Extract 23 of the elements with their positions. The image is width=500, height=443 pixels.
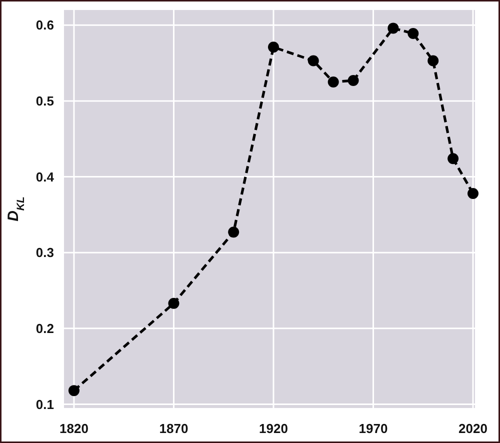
y-tick-label: 0.1 xyxy=(36,396,54,412)
x-tick-label: 1970 xyxy=(358,421,388,436)
point xyxy=(308,55,319,66)
point xyxy=(268,42,279,53)
point xyxy=(228,226,240,238)
point xyxy=(428,55,439,66)
y-tick-label: 0.3 xyxy=(36,245,54,260)
y-tick-label: 0.4 xyxy=(36,169,55,184)
y-tick-label: 0.6 xyxy=(36,18,54,33)
point xyxy=(168,298,180,309)
point xyxy=(388,22,399,34)
point xyxy=(448,153,459,164)
point xyxy=(348,75,359,86)
point xyxy=(328,76,339,88)
x-tick-label: 1920 xyxy=(259,421,288,436)
x-tick-label: 1870 xyxy=(159,421,188,436)
point xyxy=(468,188,479,199)
y-tick-label: 0.5 xyxy=(36,94,54,109)
point xyxy=(68,385,80,396)
y-tick-label: 0.2 xyxy=(36,320,54,336)
point xyxy=(408,28,419,39)
x-tick-label: 1820 xyxy=(60,421,88,436)
x-tick-label: 2020 xyxy=(458,421,488,436)
